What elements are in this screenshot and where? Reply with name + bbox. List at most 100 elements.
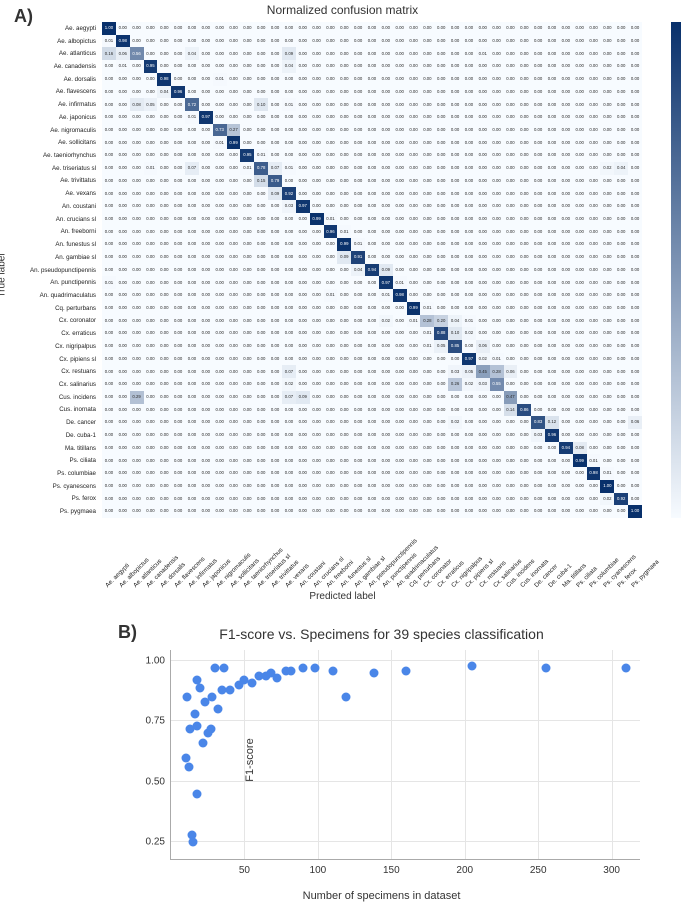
cm-cell: 0.00 [199, 429, 213, 442]
cm-cell: 0.00 [462, 175, 476, 188]
cm-cell: 0.00 [420, 162, 434, 175]
cm-cell: 0.00 [185, 378, 199, 391]
cm-cell: 0.00 [600, 315, 614, 328]
cm-cell: 0.56 [130, 47, 144, 60]
cm-cell: 0.73 [213, 124, 227, 137]
cm-cell: 0.00 [517, 454, 531, 467]
cm-cell: 0.00 [420, 213, 434, 226]
cm-cell: 0.00 [310, 340, 324, 353]
cm-cell: 0.00 [240, 416, 254, 429]
cm-cell: 0.00 [144, 505, 158, 518]
cm-cell: 0.00 [504, 289, 518, 302]
cm-cell: 0.00 [628, 200, 642, 213]
cm-cell: 0.00 [448, 467, 462, 480]
cm-cell: 0.00 [185, 505, 199, 518]
cm-cell: 0.00 [337, 302, 351, 315]
cm-cell: 0.04 [185, 47, 199, 60]
cm-cell: 0.00 [448, 251, 462, 264]
cm-cell: 0.00 [144, 454, 158, 467]
cm-cell: 0.00 [144, 73, 158, 86]
cm-cell: 0.00 [254, 111, 268, 124]
cm-cell: 0.00 [628, 35, 642, 48]
scatter-point [206, 724, 215, 733]
cm-cell: 0.00 [130, 467, 144, 480]
cm-cell: 0.00 [351, 327, 365, 340]
cm-cell: 0.00 [116, 340, 130, 353]
cm-cell: 0.00 [268, 73, 282, 86]
cm-cell: 0.00 [614, 315, 628, 328]
cm-cell: 0.00 [587, 391, 601, 404]
cm-cell: 0.00 [614, 429, 628, 442]
cm-cell: 0.00 [434, 416, 448, 429]
cm-cell: 0.00 [587, 315, 601, 328]
cm-cell: 0.00 [434, 493, 448, 506]
cm-cell: 0.00 [240, 124, 254, 137]
cm-cell: 0.00 [490, 238, 504, 251]
cm-cell: 0.00 [199, 416, 213, 429]
cm-cell: 0.00 [517, 213, 531, 226]
cm-cell: 0.00 [628, 225, 642, 238]
cm-cell: 0.00 [420, 47, 434, 60]
scatter-point [369, 669, 378, 678]
cm-x-tick: Ae. trivittatus [268, 519, 282, 589]
cm-cell: 0.00 [171, 175, 185, 188]
cm-cell: 0.00 [420, 289, 434, 302]
cm-cell: 0.00 [171, 136, 185, 149]
cm-cell: 0.00 [268, 391, 282, 404]
cm-cell: 0.00 [559, 327, 573, 340]
cm-cell: 0.00 [240, 365, 254, 378]
cm-cell: 0.00 [559, 238, 573, 251]
cm-cell: 0.00 [213, 454, 227, 467]
cm-cell: 0.00 [310, 149, 324, 162]
cm-cell: 0.07 [185, 162, 199, 175]
cm-cell: 0.00 [144, 442, 158, 455]
cm-cell: 0.00 [157, 251, 171, 264]
sc-x-tick: 100 [310, 859, 327, 876]
cm-cell: 0.02 [379, 315, 393, 328]
cm-cell: 0.00 [545, 35, 559, 48]
cm-cell: 0.00 [420, 35, 434, 48]
cm-cell: 0.00 [420, 442, 434, 455]
cm-cell: 0.00 [628, 340, 642, 353]
cm-cell: 0.00 [420, 149, 434, 162]
cm-cell: 0.00 [393, 149, 407, 162]
cm-cell: 0.00 [587, 416, 601, 429]
cm-cell: 0.00 [254, 327, 268, 340]
cm-cell: 0.00 [531, 378, 545, 391]
cm-cell: 0.00 [559, 98, 573, 111]
cm-cell: 0.00 [116, 213, 130, 226]
cm-x-tick: Ps. ferox [614, 519, 628, 589]
cm-cell: 0.00 [337, 480, 351, 493]
cm-cell: 0.91 [351, 251, 365, 264]
cm-cell: 0.99 [337, 238, 351, 251]
cm-cell: 0.00 [213, 200, 227, 213]
cm-cell: 0.00 [614, 276, 628, 289]
cm-cell: 0.00 [240, 238, 254, 251]
cm-cell: 0.00 [157, 213, 171, 226]
scatter-point [287, 666, 296, 675]
cm-cell: 0.00 [171, 35, 185, 48]
cm-cell: 0.00 [171, 416, 185, 429]
cm-cell: 0.00 [268, 416, 282, 429]
cm-cell: 0.00 [531, 60, 545, 73]
cm-cell: 0.00 [268, 378, 282, 391]
cm-cell: 0.00 [559, 175, 573, 188]
cm-cell: 0.00 [600, 454, 614, 467]
cm-cell: 0.00 [116, 98, 130, 111]
cm-cell: 0.00 [379, 454, 393, 467]
cm-cell: 0.00 [559, 454, 573, 467]
cm-cell: 0.00 [504, 302, 518, 315]
cm-cell: 0.00 [545, 187, 559, 200]
cm-cell: 0.28 [420, 315, 434, 328]
cm-cell: 0.00 [600, 187, 614, 200]
cm-cell: 0.99 [310, 213, 324, 226]
cm-cell: 0.00 [157, 454, 171, 467]
cm-cell: 0.00 [351, 276, 365, 289]
cm-x-tick: Ps. cyanescens [600, 519, 614, 589]
cm-cell: 0.00 [393, 264, 407, 277]
cm-cell: 0.00 [476, 124, 490, 137]
cm-cell: 0.00 [130, 404, 144, 417]
cm-cell: 0.00 [420, 136, 434, 149]
cm-cell: 0.00 [531, 480, 545, 493]
cm-cell: 0.00 [227, 35, 241, 48]
